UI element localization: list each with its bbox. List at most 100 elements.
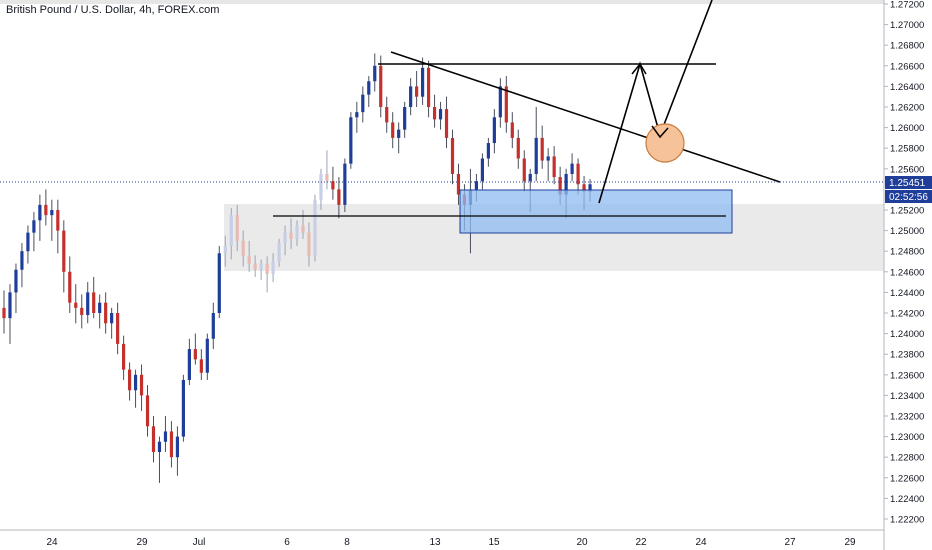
candle-down [56, 210, 60, 231]
candle-up [409, 86, 413, 107]
demand-zone-box [459, 189, 733, 234]
candle-down [337, 189, 341, 205]
candle-up [223, 246, 227, 254]
y-tick-label: 1.26000 [890, 123, 924, 134]
y-tick-label: 1.25000 [890, 226, 924, 237]
y-tick-label: 1.22400 [890, 494, 924, 505]
candle-up [546, 156, 550, 161]
candle-down [122, 343, 126, 370]
candle-up [8, 292, 12, 319]
y-tick-label: 1.25200 [890, 206, 924, 217]
candle-up [492, 117, 496, 144]
candle-up [534, 137, 538, 174]
y-tick-label: 1.26400 [890, 82, 924, 93]
candle-up [187, 349, 191, 380]
y-tick-label: 1.23400 [890, 391, 924, 402]
y-tick-label: 1.24200 [890, 309, 924, 320]
candle-up [313, 199, 317, 257]
candle-down [199, 359, 203, 373]
candle-up [181, 379, 185, 437]
candle-up [229, 215, 233, 247]
y-tick-label: 1.23600 [890, 370, 924, 381]
top-band [0, 0, 884, 4]
candle-up [50, 210, 54, 216]
candle-down [145, 395, 150, 427]
x-tick-label: 8 [344, 537, 350, 548]
candle-down [391, 122, 395, 138]
candle-down [62, 230, 66, 272]
retest-circle [645, 123, 685, 163]
candle-up [528, 173, 532, 182]
candle-down [450, 137, 455, 174]
candle-down [379, 65, 383, 107]
candle-down [74, 302, 78, 308]
candle-up [295, 225, 299, 239]
y-tick-label: 1.23800 [890, 350, 924, 361]
candle-down [289, 232, 293, 239]
y-tick-label: 1.27000 [890, 20, 924, 31]
candle-down [92, 292, 96, 313]
price-tag-box [885, 176, 932, 189]
candle-down [522, 158, 526, 182]
candle-up [26, 232, 30, 252]
y-tick-label: 1.22200 [890, 515, 924, 526]
y-axis: 1.27200 1.27000 1.26800 1.26600 1.26400 1.262… [884, 0, 924, 526]
candle-down [2, 307, 6, 319]
candle-down [127, 369, 132, 391]
candle-down [552, 156, 556, 178]
candle-up [163, 431, 168, 442]
candle-up [421, 67, 425, 97]
candle-down [169, 431, 174, 458]
y-tick-label: 1.24400 [890, 288, 924, 299]
candle-up [343, 163, 347, 205]
y-tick-label: 1.23000 [890, 432, 924, 443]
countdown-tag-label: 02:52:56 [889, 192, 928, 203]
candle-up [588, 184, 592, 192]
candle-down [415, 86, 419, 97]
candle-up [480, 158, 484, 182]
candle-up [32, 220, 36, 233]
x-tick-label: Jul [193, 537, 206, 548]
x-tick-label: 13 [429, 537, 441, 548]
y-tick-label: 1.27200 [890, 0, 924, 11]
candle-down [426, 67, 431, 107]
x-axis: 24 29 Jul 6 8 13 15 20 22 24 27 29 [46, 537, 856, 548]
x-tick-label: 22 [635, 537, 647, 548]
candle-down [265, 263, 269, 274]
candles-group [2, 53, 592, 483]
candle-up [403, 107, 407, 130]
candle-down [301, 225, 305, 233]
x-tick-label: 6 [284, 537, 290, 548]
candle-down [558, 177, 562, 195]
candle-up [133, 374, 138, 391]
candle-up [564, 173, 568, 195]
x-tick-label: 29 [844, 537, 856, 548]
y-tick-label: 1.22600 [890, 473, 924, 484]
candle-down [516, 137, 520, 159]
x-tick-label: 27 [784, 537, 796, 548]
candle-down [582, 184, 586, 192]
candle-down [193, 349, 197, 360]
candle-down [444, 109, 449, 138]
arrowhead-up [631, 62, 647, 75]
candle-up [211, 313, 215, 339]
candle-up [486, 143, 490, 159]
candle-down [253, 263, 257, 270]
y-tick-label: 1.25600 [890, 164, 924, 175]
candle-up [373, 65, 377, 82]
arrowhead-down [651, 125, 669, 139]
candle-up [361, 94, 365, 113]
candle-up [367, 81, 371, 95]
candle-up [498, 86, 502, 118]
candle-up [283, 232, 287, 243]
candle-down [510, 122, 514, 138]
descending-trendline [390, 51, 781, 183]
x-tick-label: 24 [46, 537, 58, 548]
candle-up [110, 313, 114, 324]
y-tick-label: 1.26800 [890, 41, 924, 52]
candle-down [116, 313, 120, 344]
candle-down [139, 374, 144, 396]
x-tick-label: 20 [576, 537, 588, 548]
candle-up [157, 441, 162, 453]
